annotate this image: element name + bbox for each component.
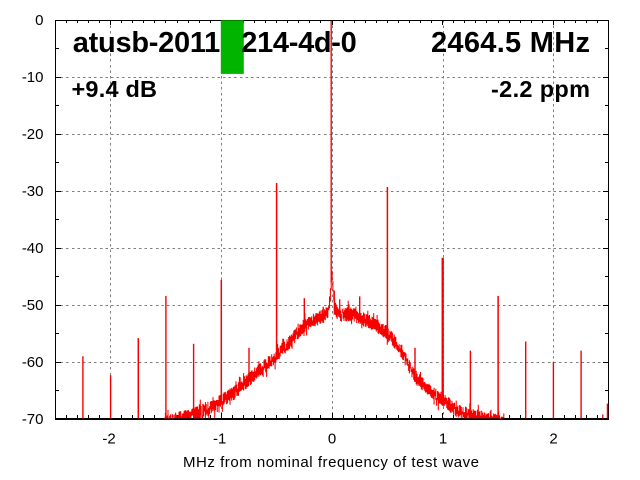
svg-text:-2.2 ppm: -2.2 ppm <box>491 76 590 102</box>
svg-text:0: 0 <box>328 430 336 447</box>
svg-text:-30: -30 <box>22 183 44 200</box>
svg-text:2: 2 <box>549 430 557 447</box>
svg-text:atusb-2011: atusb-2011 <box>73 27 221 59</box>
svg-text:+9.4 dB: +9.4 dB <box>72 76 158 102</box>
svg-text:0: 0 <box>35 12 43 29</box>
svg-text:-10: -10 <box>22 69 44 86</box>
svg-text:-1: -1 <box>213 430 226 447</box>
svg-text:MHz from nominal frequency of: MHz from nominal frequency of test wave <box>183 454 479 471</box>
svg-text:-20: -20 <box>22 126 44 143</box>
svg-text:1: 1 <box>439 430 447 447</box>
svg-text:-2: -2 <box>102 430 115 447</box>
svg-text:214-4d-0: 214-4d-0 <box>241 27 356 59</box>
svg-text:-40: -40 <box>22 240 44 257</box>
svg-text:2464.5 MHz: 2464.5 MHz <box>431 27 590 59</box>
svg-text:-60: -60 <box>22 354 44 371</box>
svg-text:-70: -70 <box>22 411 44 428</box>
svg-text:-50: -50 <box>22 297 44 314</box>
